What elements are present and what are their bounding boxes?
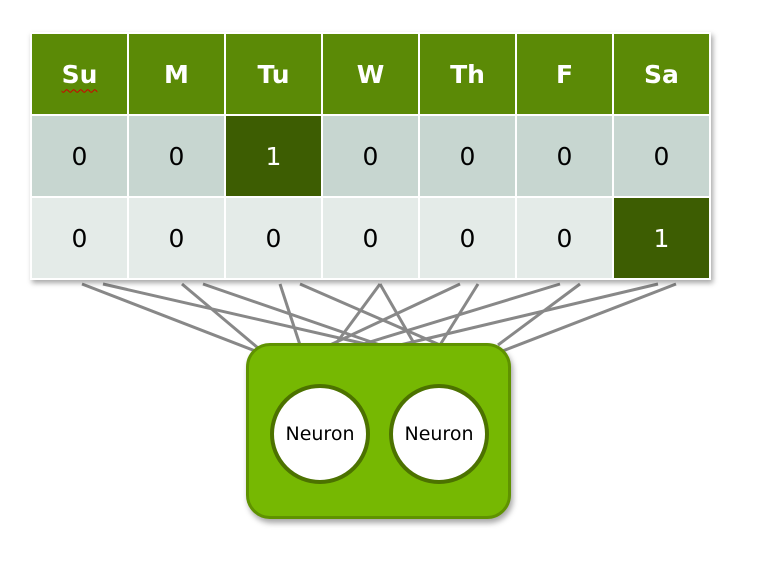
- connection-line: [399, 282, 659, 347]
- header-wednesday: W: [321, 32, 420, 116]
- table-row: 0 0 0 0 0 0 1: [30, 196, 711, 280]
- table-cell: 0: [418, 114, 517, 198]
- table-cell: 0: [612, 114, 711, 198]
- connection-line: [499, 282, 677, 354]
- table-cell: 0: [321, 114, 420, 198]
- connection-line: [333, 283, 382, 346]
- table-cell: 0: [127, 196, 226, 280]
- header-saturday: Sa: [612, 32, 711, 116]
- table-cell-hot: 1: [224, 114, 323, 198]
- connection-line: [102, 282, 371, 347]
- one-hot-table: Su M Tu W Th F Sa 0 0 1 0 0 0 0 0 0: [30, 32, 711, 280]
- table-cell: 0: [224, 196, 323, 280]
- header-friday: F: [515, 32, 614, 116]
- header-label: Su: [61, 59, 98, 89]
- header-tuesday: Tu: [224, 32, 323, 116]
- table-cell: 0: [515, 196, 614, 280]
- table-row: 0 0 1 0 0 0 0: [30, 114, 711, 198]
- table-cell: 0: [515, 114, 614, 198]
- neuron-node: Neuron: [270, 384, 370, 484]
- table-cell: 0: [321, 196, 420, 280]
- connection-line: [299, 282, 441, 347]
- neuron-label: Neuron: [404, 423, 474, 445]
- header-thursday: Th: [418, 32, 517, 116]
- table-cell: 0: [30, 196, 129, 280]
- header-sunday: Su: [30, 32, 129, 116]
- table-cell: 0: [418, 196, 517, 280]
- connection-line: [81, 282, 259, 354]
- neuron-label: Neuron: [285, 423, 355, 445]
- connection-line: [278, 283, 302, 346]
- table-cell: 0: [30, 114, 129, 198]
- header-row: Su M Tu W Th F Sa: [30, 32, 711, 116]
- header-monday: M: [127, 32, 226, 116]
- connection-line: [329, 282, 461, 347]
- table-cell-hot: 1: [612, 196, 711, 280]
- connection-line: [181, 282, 259, 350]
- neuron-node: Neuron: [389, 384, 489, 484]
- connection-line: [497, 282, 581, 347]
- neuron-layer-box: Neuron Neuron: [246, 343, 511, 519]
- table-cell: 0: [127, 114, 226, 198]
- connection-line: [359, 282, 561, 347]
